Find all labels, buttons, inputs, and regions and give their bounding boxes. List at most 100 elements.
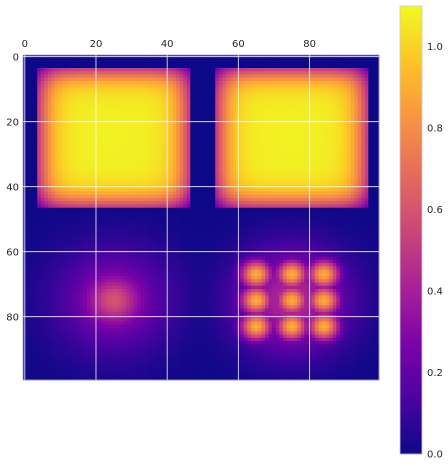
heatmap-cell: [158, 123, 163, 127]
heatmap-cell: [161, 159, 166, 163]
heatmap-cell: [51, 175, 56, 179]
heatmap-cell: [40, 198, 45, 202]
heatmap-cell: [172, 77, 177, 82]
heatmap-cell: [243, 211, 248, 215]
heatmap-cell: [197, 194, 202, 199]
heatmap-cell: [218, 172, 223, 176]
heatmap-cell: [371, 149, 376, 153]
heatmap-cell: [290, 84, 294, 88]
heatmap-cell: [140, 204, 145, 209]
heatmap-cell: [108, 191, 113, 196]
heatmap-cell: [126, 103, 131, 108]
heatmap-cell: [261, 94, 266, 98]
heatmap-cell: [69, 87, 74, 92]
heatmap-cell: [154, 129, 159, 134]
heatmap-cell: [300, 71, 305, 75]
heatmap-cell: [240, 103, 245, 108]
heatmap-cell: [40, 204, 45, 209]
heatmap-cell: [208, 58, 213, 62]
heatmap-cell: [62, 84, 67, 88]
heatmap-cell: [322, 178, 326, 183]
heatmap-cell: [147, 116, 152, 121]
heatmap-cell: [79, 103, 84, 108]
heatmap-cell: [304, 142, 309, 147]
heatmap-cell: [368, 201, 373, 205]
heatmap-cell: [339, 146, 344, 150]
heatmap-cell: [90, 64, 95, 69]
heatmap-cell: [133, 152, 138, 157]
heatmap-cell: [97, 107, 102, 111]
heatmap-cell: [26, 107, 31, 111]
heatmap-cell: [336, 87, 341, 92]
heatmap-cell: [375, 133, 380, 137]
heatmap-cell: [197, 136, 202, 140]
heatmap-cell: [215, 165, 220, 170]
heatmap-cell: [44, 126, 49, 131]
heatmap-cell: [297, 126, 302, 131]
heatmap-cell: [58, 110, 63, 114]
heatmap-cell: [76, 211, 81, 215]
heatmap-cell: [115, 204, 120, 209]
heatmap-cell: [90, 155, 95, 160]
heatmap-cell: [179, 113, 184, 118]
heatmap-cell: [329, 194, 334, 199]
heatmap-cell: [79, 198, 84, 202]
heatmap-cell: [361, 90, 366, 95]
heatmap-cell: [250, 149, 255, 153]
heatmap-cell: [272, 181, 277, 186]
heatmap-cell: [282, 58, 287, 62]
heatmap-cell: [346, 90, 351, 95]
heatmap-cell: [65, 110, 70, 114]
heatmap-cell: [211, 194, 216, 199]
heatmap-cell: [186, 136, 191, 140]
heatmap-cell: [37, 155, 42, 160]
heatmap-cell: [83, 116, 88, 121]
heatmap-cell: [336, 94, 341, 98]
heatmap-cell: [154, 110, 159, 114]
heatmap-cell: [257, 107, 262, 111]
heatmap-cell: [133, 68, 138, 72]
heatmap-cell: [44, 90, 49, 95]
heatmap-cell: [275, 198, 280, 202]
heatmap-cell: [190, 181, 195, 186]
heatmap-cell: [354, 136, 358, 140]
heatmap-cell: [161, 188, 166, 192]
heatmap-cell: [268, 188, 273, 192]
heatmap-cell: [179, 100, 184, 105]
heatmap-cell: [222, 142, 227, 147]
heatmap-cell: [201, 90, 205, 95]
heatmap-cell: [204, 61, 209, 66]
heatmap-cell: [208, 90, 213, 95]
heatmap-cell: [33, 133, 38, 137]
heatmap-cell: [176, 116, 180, 121]
heatmap-cell: [122, 188, 127, 192]
heatmap-cell: [140, 168, 145, 173]
heatmap-cell: [279, 191, 284, 196]
heatmap-cell: [371, 159, 376, 163]
heatmap-cell: [346, 97, 351, 101]
heatmap-cell: [225, 110, 230, 114]
heatmap-cell: [44, 172, 49, 176]
heatmap-cell: [133, 84, 138, 88]
heatmap-cell: [361, 155, 366, 160]
heatmap-cell: [339, 123, 344, 127]
heatmap-cell: [151, 107, 156, 111]
heatmap-cell: [265, 61, 269, 66]
heatmap-cell: [279, 90, 284, 95]
heatmap-cell: [87, 211, 91, 215]
heatmap-cell: [201, 178, 205, 183]
heatmap-cell: [297, 103, 302, 108]
heatmap-cell: [286, 172, 291, 176]
heatmap-cell: [144, 211, 148, 215]
heatmap-cell: [218, 149, 223, 153]
heatmap-cell: [325, 178, 330, 183]
heatmap-cell: [90, 61, 95, 66]
heatmap-cell: [144, 194, 148, 199]
heatmap-cell: [250, 71, 255, 75]
heatmap-cell: [350, 142, 355, 147]
heatmap-cell: [225, 136, 230, 140]
heatmap-cell: [343, 116, 348, 121]
heatmap-cell: [190, 178, 195, 183]
heatmap-cell: [325, 165, 330, 170]
